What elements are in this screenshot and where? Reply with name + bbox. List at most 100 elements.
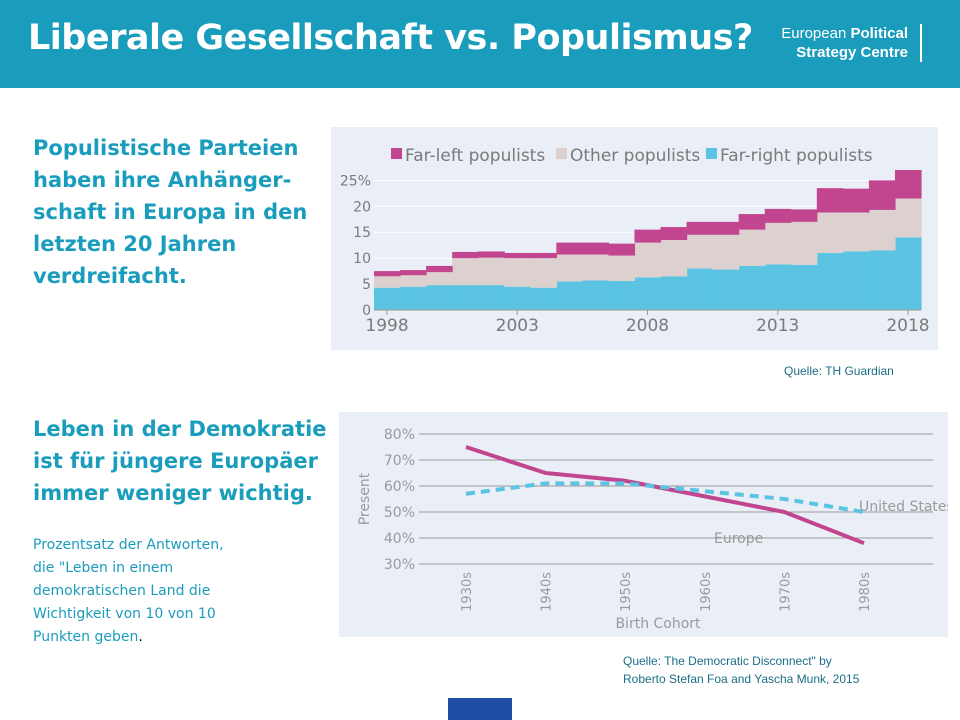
area-segment-far-right-populists <box>452 285 479 310</box>
caption-line: Punkten geben. <box>33 626 224 649</box>
section1-heading-line: letzten 20 Jahren <box>33 232 237 256</box>
section2-heading-line: immer weniger wichtig. <box>33 481 313 505</box>
section1-heading: Populistische Parteien haben ihre Anhäng… <box>33 132 307 292</box>
area-segment-far-right-populists <box>426 285 453 310</box>
x-tick-label: 2013 <box>756 316 799 336</box>
x-tick-label: 1960s <box>699 572 714 612</box>
area-segment-far-left-populists <box>634 229 662 243</box>
source-line: Roberto Stefan Foa and Yascha Munk, 2015 <box>623 672 860 686</box>
area-segment-far-left-populists <box>894 170 922 199</box>
area-segment-far-left-populists <box>504 252 531 259</box>
caption-line: demokratischen Land die <box>33 583 211 599</box>
x-tick-label: 1998 <box>365 316 408 336</box>
legend-label: Far-right populists <box>720 146 873 166</box>
area-segment-far-right-populists <box>816 252 844 310</box>
area-segment-far-left-populists <box>764 208 792 223</box>
area-segment-other-populists <box>504 258 531 287</box>
area-segment-other-populists <box>790 221 818 265</box>
area-segment-other-populists <box>582 254 610 281</box>
area-segment-far-right-populists <box>790 264 818 310</box>
area-segment-far-right-populists <box>504 286 531 310</box>
section1-source: Quelle: TH Guardian <box>784 364 894 378</box>
caption-last: Punkten geben <box>33 629 139 645</box>
area-segment-other-populists <box>894 198 922 238</box>
area-segment-far-left-populists <box>868 180 896 210</box>
area-segment-other-populists <box>374 276 401 288</box>
area-segment-far-left-populists <box>790 209 818 222</box>
area-segment-other-populists <box>634 242 662 278</box>
legend-label: Other populists <box>570 146 700 166</box>
epsc-logo: European Political Strategy Centre <box>781 24 922 62</box>
area-segment-far-left-populists <box>842 188 870 213</box>
logo-line1-regular: European <box>781 25 851 42</box>
area-segment-far-left-populists <box>452 251 479 259</box>
y-tick-label: 80% <box>384 427 415 443</box>
legend-swatch <box>391 148 402 159</box>
x-axis-label: Birth Cohort <box>615 616 701 632</box>
y-tick-label: 15 <box>353 225 371 241</box>
area-segment-other-populists <box>426 272 453 286</box>
y-tick-label: 0 <box>362 303 371 319</box>
area-segment-far-left-populists <box>582 242 610 255</box>
section1-heading-line: haben ihre Anhänger- <box>33 168 292 192</box>
x-tick-label: 2018 <box>886 316 929 336</box>
header-bar: Liberale Gesellschaft vs. Populismus? Eu… <box>0 0 960 88</box>
area-segment-other-populists <box>400 275 427 287</box>
y-tick-label: 70% <box>384 453 415 469</box>
area-segment-far-left-populists <box>530 252 557 259</box>
section2-heading-line: ist für jüngere Europäer <box>33 449 318 473</box>
area-segment-other-populists <box>660 240 688 277</box>
y-tick-label: 20 <box>353 199 371 215</box>
area-segment-far-right-populists <box>556 281 583 310</box>
area-chart-panel: 0 5 10 15 20 25% 1998 2003 2008 2013 2018 Far-left … <box>331 127 938 350</box>
area-segment-far-right-populists <box>842 251 870 310</box>
area-segment-far-left-populists <box>374 271 401 277</box>
area-segment-other-populists <box>556 254 583 282</box>
section2-heading-line: Leben in der Demokratie <box>33 417 327 441</box>
page-title: Liberale Gesellschaft vs. Populismus? <box>28 18 753 58</box>
area-segment-far-left-populists <box>712 221 740 235</box>
y-tick-label: 10 <box>353 251 371 267</box>
y-tick-label: 5 <box>362 277 371 293</box>
area-segment-other-populists <box>764 222 792 265</box>
democracy-line-chart: 30% 40% 50% 60% 70% 80% 1930s 1940s 1950s 1960s 19… <box>357 427 954 632</box>
area-segment-far-right-populists <box>712 269 740 310</box>
area-segment-other-populists <box>816 212 844 253</box>
legend-swatch <box>706 148 717 159</box>
area-segment-far-left-populists <box>816 188 844 213</box>
area-segment-other-populists <box>712 234 740 270</box>
x-tick-label: 1930s <box>460 572 475 612</box>
area-segment-other-populists <box>608 255 636 281</box>
area-segment-far-right-populists <box>400 286 427 310</box>
section2-caption: Prozentsatz der Antworten, die "Leben in… <box>33 534 224 649</box>
series-label: United States <box>859 499 948 515</box>
x-tick-label: 1950s <box>619 572 634 612</box>
line-chart-panel: 30% 40% 50% 60% 70% 80% 1930s 1940s 1950s 1960s 19… <box>339 412 954 637</box>
y-tick-label: 30% <box>384 557 415 573</box>
area-segment-far-left-populists <box>426 265 453 273</box>
series-line-europe <box>465 481 865 514</box>
logo-line1-bold: Political <box>850 25 908 42</box>
y-tick-label: 40% <box>384 531 415 547</box>
area-segment-far-right-populists <box>868 250 896 310</box>
area-segment-far-left-populists <box>738 214 766 230</box>
area-segment-other-populists <box>842 212 870 252</box>
area-segment-far-right-populists <box>478 285 505 310</box>
area-segment-far-right-populists <box>660 276 688 310</box>
area-segment-far-right-populists <box>634 277 662 310</box>
area-segment-far-right-populists <box>374 287 401 310</box>
area-segment-far-right-populists <box>764 264 792 310</box>
section2-source: Quelle: The Democratic Disconnect" by Ro… <box>623 652 859 688</box>
x-tick-label: 1980s <box>858 572 873 612</box>
area-segment-other-populists <box>530 258 557 288</box>
x-tick-label: 2003 <box>496 316 539 336</box>
legend-swatch <box>556 148 567 159</box>
x-tick-label: 1940s <box>540 572 555 612</box>
area-segment-other-populists <box>452 258 479 286</box>
area-segment-far-left-populists <box>686 221 714 235</box>
area-segment-far-right-populists <box>686 268 714 310</box>
area-segment-other-populists <box>868 209 896 251</box>
area-segment-other-populists <box>478 257 505 286</box>
caption-line: die "Leben in einem <box>33 560 174 576</box>
area-segment-far-left-populists <box>608 243 636 256</box>
